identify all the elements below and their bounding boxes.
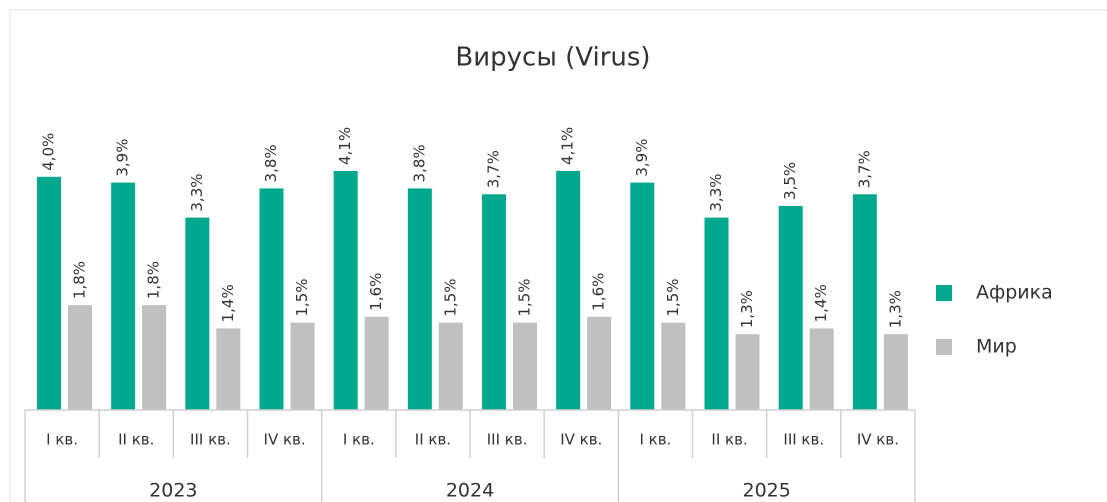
group-label: 2024 xyxy=(446,480,494,502)
value-label: 3,9% xyxy=(114,139,132,177)
value-label: 1,5% xyxy=(441,278,459,316)
bar xyxy=(438,322,463,410)
bar xyxy=(513,322,537,410)
value-label: 3,8% xyxy=(262,144,280,182)
x-tick-label: III кв. xyxy=(783,431,824,449)
x-tick-label: I кв. xyxy=(46,431,78,449)
bar xyxy=(556,170,581,410)
value-label: 4,0% xyxy=(40,133,58,171)
legend-swatch xyxy=(936,339,952,355)
value-label: 1,3% xyxy=(738,290,756,328)
bar xyxy=(661,322,686,410)
x-tick-label: IV кв. xyxy=(560,431,602,449)
value-label: 1,4% xyxy=(219,284,237,322)
bar xyxy=(216,328,241,410)
x-tick-label: II кв. xyxy=(415,431,451,449)
bar xyxy=(37,176,61,410)
bar xyxy=(704,217,729,410)
x-tick-label: III кв. xyxy=(190,431,231,449)
value-label: 1,5% xyxy=(293,278,311,316)
value-label: 3,5% xyxy=(781,162,799,200)
bar xyxy=(778,205,803,410)
bar xyxy=(630,182,655,410)
bar xyxy=(142,305,167,410)
bar xyxy=(364,316,389,410)
x-tick-label: II кв. xyxy=(711,431,747,449)
value-label: 3,8% xyxy=(410,144,428,182)
x-tick-label: IV кв. xyxy=(264,431,306,449)
value-label: 3,7% xyxy=(485,150,503,188)
bar xyxy=(735,334,760,410)
value-label: 4,1% xyxy=(336,127,354,165)
bar xyxy=(809,328,834,410)
legend-label: Африка xyxy=(976,282,1053,304)
value-label: 3,3% xyxy=(188,174,206,212)
value-label: 3,7% xyxy=(855,150,873,188)
value-label: 1,6% xyxy=(367,273,385,311)
value-label: 1,4% xyxy=(812,284,830,322)
x-tick-label: III кв. xyxy=(487,431,528,449)
value-label: 1,5% xyxy=(664,278,682,316)
bar xyxy=(259,188,284,410)
value-label: 1,8% xyxy=(145,261,163,299)
bar xyxy=(482,194,506,410)
bar xyxy=(883,334,908,410)
group-label: 2025 xyxy=(742,480,790,502)
value-label: 1,5% xyxy=(516,278,534,316)
x-tick-label: I кв. xyxy=(343,431,375,449)
value-label: 1,3% xyxy=(886,290,904,328)
legend-label: Мир xyxy=(976,336,1017,358)
group-label: 2023 xyxy=(149,480,197,502)
legend-swatch xyxy=(936,285,952,301)
x-tick-label: II кв. xyxy=(118,431,154,449)
value-label: 3,3% xyxy=(707,174,725,212)
bar xyxy=(290,322,315,410)
bar xyxy=(185,217,210,410)
bar xyxy=(852,194,877,410)
value-label: 3,9% xyxy=(633,139,651,177)
bar xyxy=(333,170,358,410)
x-tick-label: IV кв. xyxy=(857,431,899,449)
bar xyxy=(111,182,136,410)
bar xyxy=(68,305,92,410)
value-label: 1,8% xyxy=(71,261,89,299)
value-label: 1,6% xyxy=(590,273,608,311)
bar xyxy=(587,316,612,410)
value-label: 4,1% xyxy=(559,127,577,165)
chart-title: Вирусы (Virus) xyxy=(455,43,650,73)
x-tick-label: I кв. xyxy=(639,431,671,449)
bar xyxy=(407,188,432,410)
